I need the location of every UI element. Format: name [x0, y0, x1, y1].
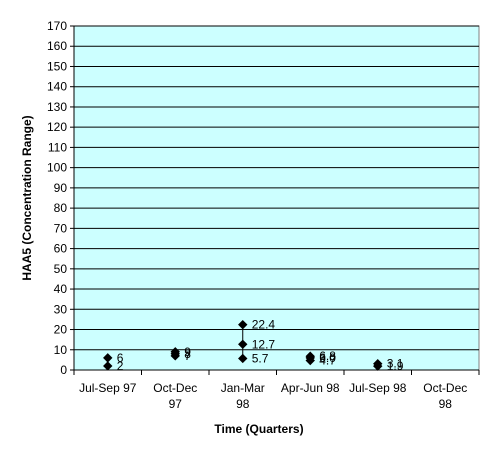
data-label: 3.1: [387, 357, 404, 371]
data-label: 6.0: [319, 351, 336, 365]
data-point: [238, 319, 248, 330]
y-tick-label: 0: [60, 363, 67, 377]
x-tick-label: Jul-Sep 98: [349, 381, 407, 395]
data-points: [103, 319, 383, 371]
y-tick-label: 130: [47, 100, 67, 114]
data-label: 6.8: [319, 349, 336, 363]
y-tick-label: 140: [47, 80, 67, 94]
y-tick-label: 30: [54, 302, 68, 316]
data-label: 1.9: [387, 359, 404, 373]
data-point: [170, 351, 180, 361]
y-tick-label: 170: [47, 19, 67, 33]
y-tick-label: 20: [54, 323, 68, 337]
y-tick-label: 150: [47, 59, 67, 73]
y-tick-label: 90: [54, 181, 68, 195]
x-tick-label: Oct-Dec: [423, 381, 467, 395]
x-tick-label: Jul-Sep 97: [79, 381, 137, 395]
data-label: 6: [117, 351, 124, 365]
x-tick-labels: Jul-Sep 97 Oct-Dec 97 Jan-Mar 98 Apr-Jun 98 Ju…: [73, 370, 480, 411]
x-tick-label: Apr-Jun 98: [281, 381, 340, 395]
y-axis-title: HAA5 (Concentration Range): [20, 115, 34, 280]
y-tick-label: 40: [54, 282, 68, 296]
data-label: 22.4: [252, 318, 276, 332]
y-tick-label: 110: [48, 140, 67, 154]
y-tick-label: 100: [47, 161, 67, 175]
x-tick-label-line2: 98: [439, 397, 453, 411]
y-tick-label: 10: [54, 343, 68, 357]
data-point: [238, 353, 248, 364]
data-label: 5.7: [252, 351, 269, 365]
y-tick-label: 70: [54, 221, 68, 235]
x-axis-title: Time (Quarters): [214, 422, 303, 436]
data-point: [305, 355, 315, 366]
data-label: 12.7: [252, 337, 276, 351]
data-label: 9: [184, 345, 191, 359]
x-tick-label: Oct-Dec: [153, 381, 197, 395]
y-tick-label: 160: [47, 39, 67, 53]
data-point: [238, 339, 248, 350]
y-tick-label: 80: [54, 201, 68, 215]
gridlines: [74, 25, 479, 351]
plot-area: [73, 25, 480, 371]
data-label: 7: [184, 349, 191, 363]
x-tick-label-line2: 98: [236, 397, 250, 411]
data-label: 4.7: [319, 353, 336, 367]
data-label: 8: [184, 347, 191, 361]
data-label: 2: [117, 359, 124, 373]
y-tick-label: 60: [54, 242, 68, 256]
y-tick-labels: 0 10 20 30 40 50 60 70 80 90 100 110 120 130 140 150 160…: [47, 19, 74, 377]
y-tick-label: 50: [54, 262, 68, 276]
y-tick-label: 120: [47, 120, 67, 134]
x-tick-label: Jan-Mar: [221, 381, 265, 395]
x-tick-label-line2: 97: [169, 397, 183, 411]
